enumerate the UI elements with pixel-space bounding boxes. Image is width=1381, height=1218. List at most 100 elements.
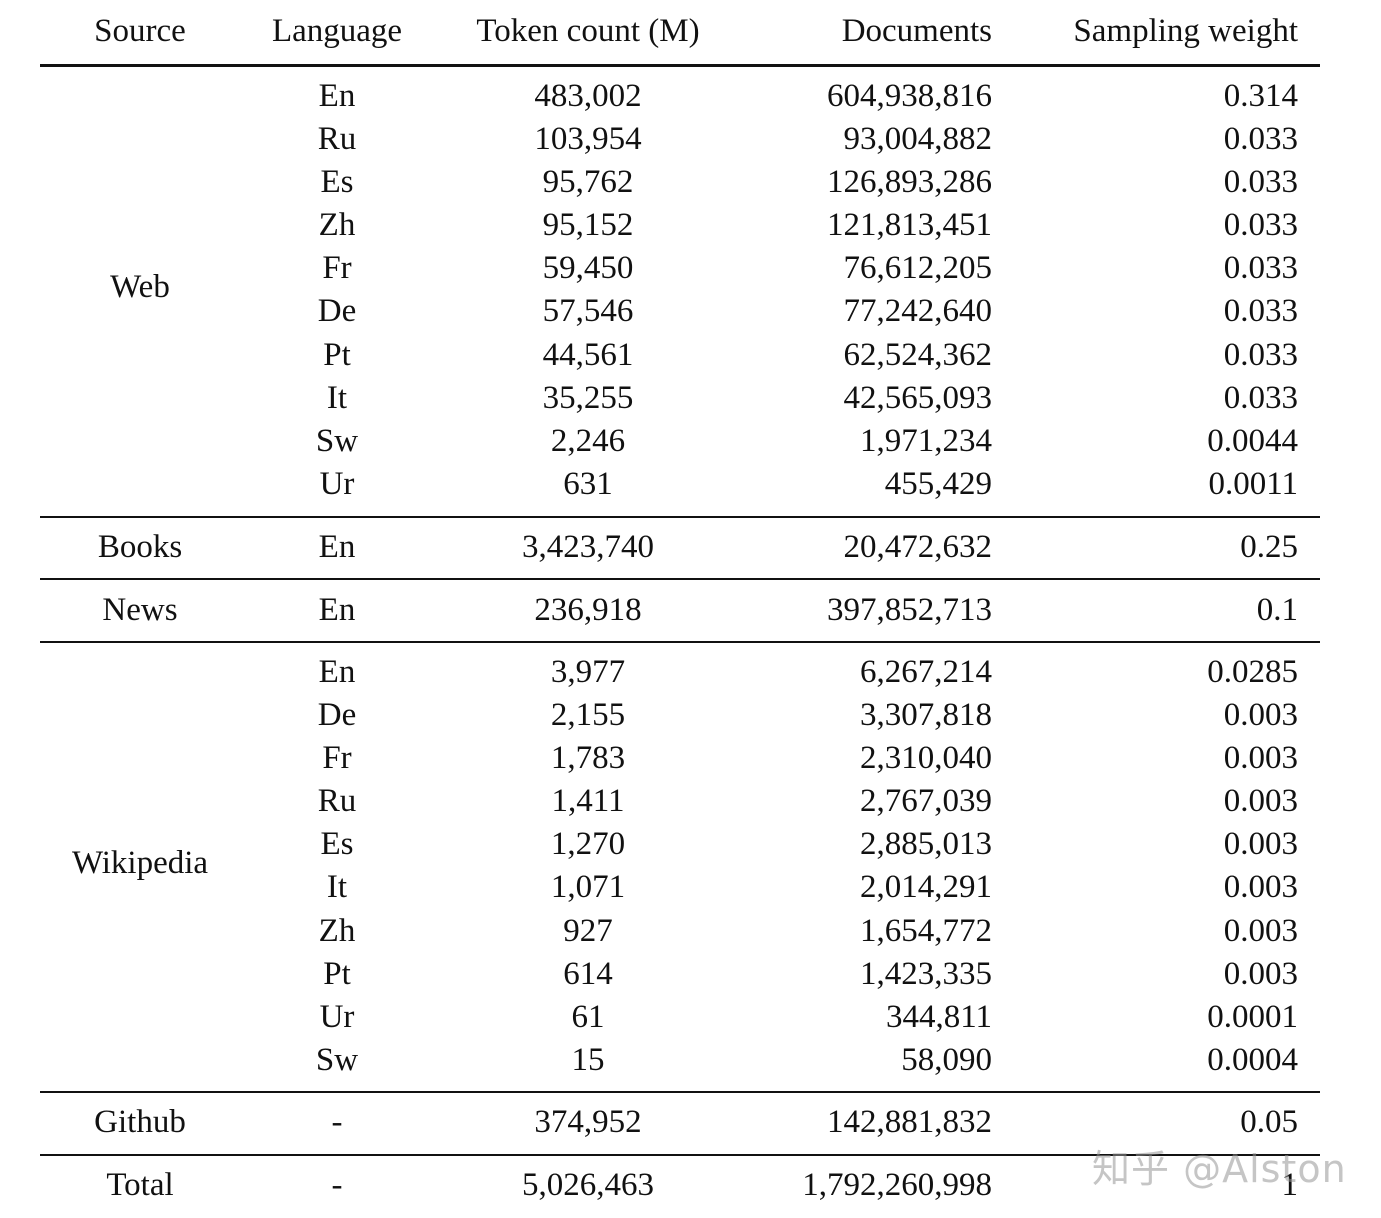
documents-cell: 2,885,013 <box>860 826 992 863</box>
language-cell: En <box>318 592 356 628</box>
group-divider <box>40 516 1320 518</box>
sampling-weight-cell: 0.1 <box>1256 592 1298 628</box>
group-divider <box>40 1091 1320 1093</box>
documents-cell: 6,267,214 <box>860 654 992 690</box>
group-wikipedia: Wikipedia En 3,977 6,267,214 0.0285 De 2,155 3… <box>40 651 1320 1082</box>
documents-cell: 62,524,362 <box>843 336 993 373</box>
documents-cell: 2,014,291 <box>860 869 992 906</box>
language-cell: - <box>331 1104 343 1140</box>
sampling-weight-cell: 0.0011 <box>1208 465 1298 502</box>
table-row: En 483,002 604,938,816 0.314 <box>40 75 1320 118</box>
sampling-weight-cell: 0.033 <box>1223 336 1298 373</box>
sampling-weight-cell: 0.314 <box>1223 78 1298 114</box>
table-row: Es 1,270 2,885,013 0.003 <box>40 823 1320 866</box>
group-divider <box>40 1154 1320 1156</box>
language-cell: Fr <box>322 250 352 287</box>
token-count-cell: 1,071 <box>550 869 626 906</box>
watermark: 知乎 @Alston <box>1092 1147 1347 1191</box>
token-count-cell: 374,952 <box>534 1104 642 1140</box>
header-sampling-weight: Sampling weight <box>1073 13 1298 49</box>
token-count-cell: 5,026,463 <box>522 1167 654 1203</box>
token-count-cell: 57,546 <box>542 293 634 330</box>
table-row: Zh 927 1,654,772 0.003 <box>40 910 1320 953</box>
token-count-cell: 35,255 <box>542 379 634 416</box>
documents-cell: 126,893,286 <box>827 164 992 201</box>
token-count-cell: 1,783 <box>550 740 626 777</box>
table-row: Zh 95,152 121,813,451 0.033 <box>40 204 1320 247</box>
sampling-weight-cell: 0.0285 <box>1207 654 1298 690</box>
group-web: Web En 483,002 604,938,816 0.314 Ru 103,954 93… <box>40 75 1320 506</box>
language-cell: Zh <box>318 207 356 244</box>
table-row: - 5,026,463 1,792,260,998 1 <box>40 1164 1320 1207</box>
language-cell: It <box>326 869 348 906</box>
sampling-weight-cell: 0.003 <box>1223 912 1298 949</box>
language-cell: De <box>317 293 357 330</box>
documents-cell: 397,852,713 <box>827 592 992 628</box>
documents-cell: 121,813,451 <box>827 207 992 244</box>
token-count-cell: 614 <box>563 955 613 992</box>
language-cell: Es <box>320 826 354 863</box>
source-label: Wikipedia <box>71 845 209 881</box>
language-cell: Pt <box>323 955 351 992</box>
table-row: Ur 61 344,811 0.0001 <box>40 996 1320 1039</box>
documents-cell: 42,565,093 <box>843 379 993 416</box>
table-row: Ru 103,954 93,004,882 0.033 <box>40 118 1320 161</box>
documents-cell: 77,242,640 <box>843 293 993 330</box>
group-divider <box>40 578 1320 580</box>
header-rule <box>40 64 1320 67</box>
sampling-weight-cell: 0.003 <box>1223 783 1298 820</box>
token-count-cell: 2,155 <box>550 697 626 734</box>
documents-cell: 58,090 <box>901 1041 992 1078</box>
token-count-cell: 103,954 <box>534 121 642 158</box>
documents-cell: 604,938,816 <box>827 78 992 114</box>
documents-cell: 76,612,205 <box>843 250 993 287</box>
table-row: Sw 2,246 1,971,234 0.0044 <box>40 420 1320 463</box>
sampling-weight-cell: 1 <box>1281 1167 1299 1203</box>
sampling-weight-cell: 0.05 <box>1240 1104 1298 1140</box>
language-cell: En <box>318 654 356 690</box>
source-label: Books <box>97 529 183 565</box>
group-github: Github - 374,952 142,881,832 0.05 <box>40 1101 1320 1144</box>
token-count-cell: 95,762 <box>542 164 634 201</box>
table-row: Fr 59,450 76,612,205 0.033 <box>40 247 1320 290</box>
table-row: Es 95,762 126,893,286 0.033 <box>40 161 1320 204</box>
language-cell: Ur <box>319 465 355 502</box>
documents-cell: 455,429 <box>884 465 992 502</box>
language-cell: Ur <box>319 998 355 1035</box>
language-cell: Fr <box>322 740 352 777</box>
documents-cell: 1,792,260,998 <box>802 1167 992 1203</box>
documents-cell: 1,971,234 <box>860 422 992 459</box>
header-source: Source <box>94 13 186 49</box>
documents-cell: 1,654,772 <box>860 912 992 949</box>
table-row: Pt 44,561 62,524,362 0.033 <box>40 334 1320 377</box>
sampling-weight-cell: 0.033 <box>1223 164 1298 201</box>
header-documents: Documents <box>841 13 992 49</box>
table-row: It 35,255 42,565,093 0.033 <box>40 377 1320 420</box>
token-count-cell: 236,918 <box>534 592 642 628</box>
sampling-weight-cell: 0.003 <box>1223 697 1298 734</box>
token-count-cell: 95,152 <box>542 207 634 244</box>
sampling-weight-cell: 0.0044 <box>1207 422 1298 459</box>
documents-cell: 142,881,832 <box>827 1104 992 1140</box>
documents-cell: 2,310,040 <box>860 740 992 777</box>
sampling-weight-cell: 0.033 <box>1223 207 1298 244</box>
language-cell: It <box>326 379 348 416</box>
language-cell: - <box>331 1167 343 1203</box>
token-count-cell: 1,270 <box>550 826 626 863</box>
source-label: News <box>102 592 178 628</box>
documents-cell: 3,307,818 <box>860 697 992 734</box>
documents-cell: 344,811 <box>885 998 992 1035</box>
table-row: Sw 15 58,090 0.0004 <box>40 1039 1320 1082</box>
documents-cell: 1,423,335 <box>860 955 992 992</box>
header-token-count: Token count (M) <box>476 13 700 49</box>
language-cell: Sw <box>315 1041 359 1078</box>
group-news: News En 236,918 397,852,713 0.1 <box>40 589 1320 632</box>
sampling-weight-cell: 0.003 <box>1223 955 1298 992</box>
table-row: Ru 1,411 2,767,039 0.003 <box>40 780 1320 823</box>
table-row: De 2,155 3,307,818 0.003 <box>40 694 1320 737</box>
token-count-cell: 2,246 <box>550 422 626 459</box>
token-count-cell: 15 <box>571 1041 605 1078</box>
sampling-weight-cell: 0.033 <box>1223 250 1298 287</box>
language-cell: En <box>318 78 356 114</box>
sampling-weight-cell: 0.0001 <box>1207 998 1298 1035</box>
